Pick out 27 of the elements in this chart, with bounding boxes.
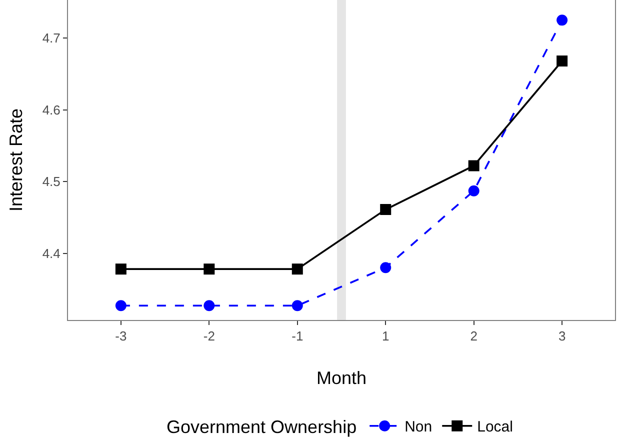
point xyxy=(204,300,215,312)
point xyxy=(115,300,126,312)
y-tick-label: 4.7 xyxy=(42,30,60,46)
point xyxy=(292,300,303,312)
x-tick-label: 3 xyxy=(558,328,566,344)
y-tick-label: 4.4 xyxy=(42,246,60,261)
point xyxy=(468,185,480,196)
y-tick-label: 4.5 xyxy=(42,174,60,190)
point xyxy=(468,160,480,172)
legend-title: Government Ownership xyxy=(166,417,357,437)
x-tick-label: -1 xyxy=(292,328,304,344)
point xyxy=(556,14,568,26)
point xyxy=(380,262,392,274)
x-tick-label: 1 xyxy=(382,328,390,344)
legend-label: Non xyxy=(404,418,432,436)
x-axis-title: Month xyxy=(316,368,367,388)
legend-label: Local xyxy=(477,418,513,436)
x-tick-label: -3 xyxy=(115,328,127,344)
y-tick-label: 4.6 xyxy=(42,102,60,118)
point xyxy=(380,204,392,216)
y-axis-title: Interest Rate xyxy=(6,108,26,212)
x-tick-label: 2 xyxy=(470,328,478,344)
point xyxy=(115,264,126,275)
point xyxy=(204,264,215,275)
x-tick-label: -2 xyxy=(203,328,215,344)
point xyxy=(292,264,303,275)
point xyxy=(556,55,568,66)
